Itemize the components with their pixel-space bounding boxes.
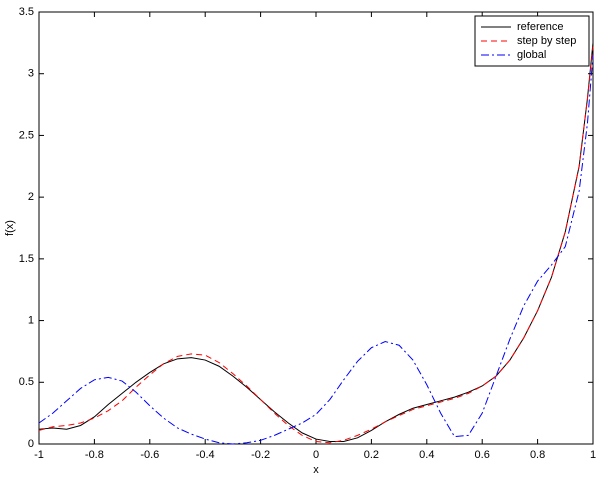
y-axis-label: f(x) xyxy=(4,220,16,236)
y-tick-label: 1.5 xyxy=(19,253,34,265)
legend-label: step by step xyxy=(517,35,576,47)
x-tick-label: 0.8 xyxy=(530,449,545,461)
x-tick-label: 0.2 xyxy=(364,449,379,461)
legend-label: global xyxy=(517,49,546,61)
x-tick-label: 0 xyxy=(313,449,319,461)
x-axis-label: x xyxy=(313,464,319,476)
x-tick-label: 1 xyxy=(590,449,596,461)
series-line xyxy=(38,46,594,444)
legend-label: reference xyxy=(517,21,563,33)
y-tick-label: 3 xyxy=(28,68,34,80)
x-tick-label: -1 xyxy=(34,449,44,461)
legend: reference step by step global xyxy=(474,15,590,67)
x-tick-label: -0.2 xyxy=(251,449,270,461)
y-tick-label: 0.5 xyxy=(19,376,34,388)
y-tick-label: 2.5 xyxy=(19,129,34,141)
y-tick-label: 2 xyxy=(28,191,34,203)
x-tick-label: -0.6 xyxy=(140,449,159,461)
y-tick-label: 1 xyxy=(28,314,34,326)
x-tick-label: 0.6 xyxy=(475,449,490,461)
y-tick-label: 3.5 xyxy=(19,6,34,18)
axes-frame xyxy=(38,11,594,445)
y-tick-label: 0 xyxy=(28,438,34,450)
x-tick-label: 0.4 xyxy=(419,449,434,461)
x-tick-label: -0.8 xyxy=(85,449,104,461)
series-line xyxy=(38,55,594,445)
x-tick-label: -0.4 xyxy=(196,449,215,461)
